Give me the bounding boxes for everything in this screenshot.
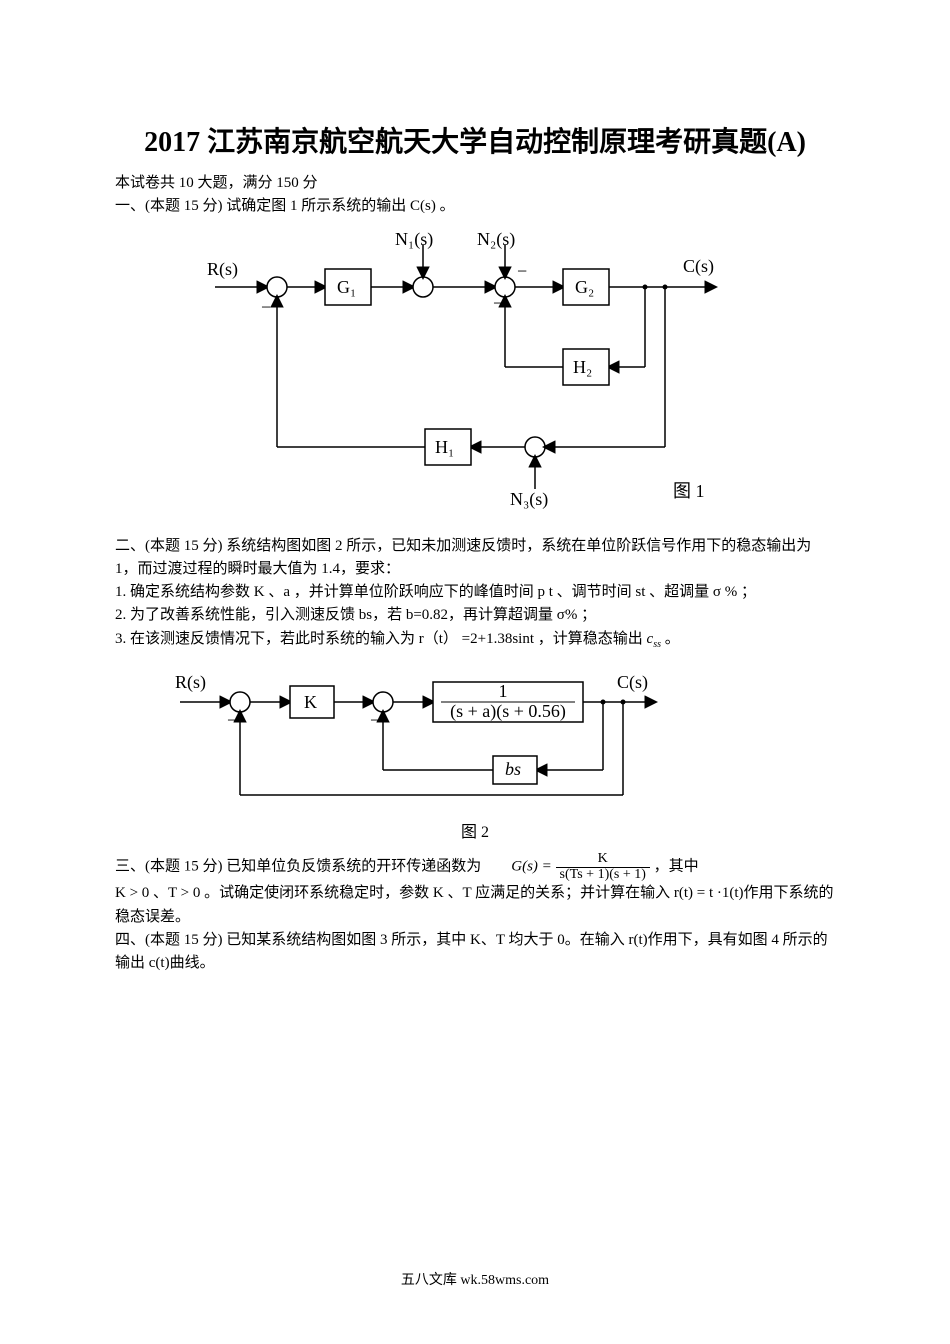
block-H2-label: H₂ xyxy=(573,357,592,377)
q2-3-pre: 3. 在该测速反馈情况下，若此时系统的输入为 r（t） =2+1.38sint … xyxy=(115,631,647,647)
question-3: 三、(本题 15 分) 已知单位负反馈系统的开环传递函数为 G(s) = K s… xyxy=(115,852,835,882)
sum-node-4 xyxy=(525,437,545,457)
q3-pre: 三、(本题 15 分) 已知单位负反馈系统的开环传递函数为 xyxy=(115,859,485,875)
figure-1-label: 图 1 xyxy=(673,481,705,501)
q3-formula-num: K xyxy=(556,852,650,868)
question-4: 四、(本题 15 分) 已知某系统结构图如图 3 所示，其中 K、T 均大于 0… xyxy=(115,929,835,976)
fig2-plant-den: (s + a)(s + 0.56) xyxy=(450,701,566,722)
question-2-intro: 二、(本题 15 分) 系统结构图如图 2 所示，已知未加测速反馈时，系统在单位… xyxy=(115,535,835,582)
fig2-sum2 xyxy=(373,692,393,712)
signal-N1-label: N₁(s) xyxy=(395,229,433,250)
signal-R-label: R(s) xyxy=(207,259,238,280)
signal-C-label: C(s) xyxy=(683,256,714,277)
sum-node-1 xyxy=(267,277,287,297)
fig2-plant-num: 1 xyxy=(499,681,508,701)
question-2-part3: 3. 在该测速反馈情况下，若此时系统的输入为 r（t） =2+1.38sint … xyxy=(115,628,835,653)
figure-1-diagram: R(s) − G₁ N₁(s) − − N₂(s) G₂ C(s) xyxy=(195,227,755,527)
question-2-part1: 1. 确定系统结构参数 K 、a ，并计算单位阶跃响应下的峰值时间 p t 、调… xyxy=(115,581,835,604)
block-G2-label: G₂ xyxy=(575,277,594,297)
c-ss-sub: ss xyxy=(653,639,661,650)
page-footer: 五八文库 wk.58wms.com xyxy=(0,1269,950,1289)
figure-2-diagram: R(s) − K − 1 (s + a)(s + 0.56) C(s) bs xyxy=(155,660,675,810)
fig2-block-K-label: K xyxy=(304,692,317,712)
fig2-sum1 xyxy=(230,692,250,712)
minus-sign-3a: − xyxy=(493,293,503,313)
question-2-part2: 2. 为了改善系统性能，引入测速反馈 bs，若 b=0.82，再计算超调量 σ%… xyxy=(115,604,835,627)
sum-node-2 xyxy=(413,277,433,297)
fig2-minus-1: − xyxy=(227,710,237,730)
q3-formula-frac: K s(Ts + 1)(s + 1) xyxy=(556,852,650,882)
fig2-minus-2: − xyxy=(370,710,380,730)
signal-N3-label: N₃(s) xyxy=(510,489,548,510)
exam-page: 2017 江苏南京航空航天大学自动控制原理考研真题(A) 本试卷共 10 大题，… xyxy=(0,0,950,1344)
q3-formula-lhs: G(s) = xyxy=(511,859,552,875)
block-H1-label: H₁ xyxy=(435,437,454,457)
signal-N2-label: N₂(s) xyxy=(477,229,515,250)
question-1: 一、(本题 15 分) 试确定图 1 所示系统的输出 C(s) 。 xyxy=(115,195,835,218)
minus-sign-1: − xyxy=(261,297,271,317)
block-G1-label: G₁ xyxy=(337,277,356,297)
q3-formula-den: s(Ts + 1)(s + 1) xyxy=(556,868,650,883)
question-3-rest: K > 0 、T > 0 。试确定使闭环系统稳定时，参数 K 、T 应满足的关系… xyxy=(115,882,835,929)
fig2-signal-R: R(s) xyxy=(175,672,206,693)
figure-2-label: 图 2 xyxy=(115,818,835,842)
fig2-signal-C: C(s) xyxy=(617,672,648,693)
minus-sign-3b: − xyxy=(517,261,527,281)
paper-info: 本试卷共 10 大题，满分 150 分 xyxy=(115,172,835,195)
q3-mid: ，其中 xyxy=(654,859,699,875)
exam-title: 2017 江苏南京航空航天大学自动控制原理考研真题(A) xyxy=(115,120,835,160)
q2-3-post: 。 xyxy=(661,631,680,647)
fig2-block-bs-label: bs xyxy=(505,759,521,779)
